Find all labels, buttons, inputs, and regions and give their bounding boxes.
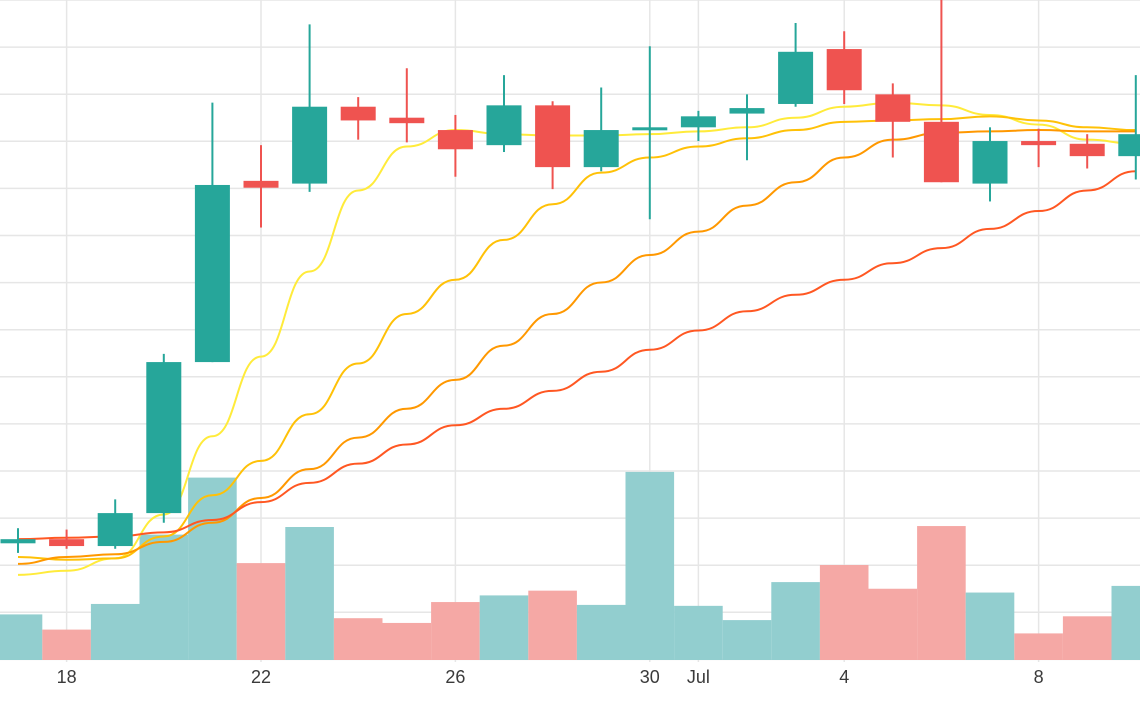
volume-bar — [576, 604, 626, 660]
candle-body — [1069, 143, 1105, 157]
volume-bar — [431, 602, 480, 660]
volume-bar — [674, 605, 723, 660]
volume-bar — [771, 582, 820, 660]
candle — [632, 46, 668, 220]
candle — [535, 101, 571, 190]
x-tick-label: 18 — [57, 667, 77, 687]
candle-body — [486, 105, 522, 146]
candle — [680, 110, 716, 142]
volume-bar — [1111, 585, 1140, 660]
volume-bar — [90, 603, 140, 660]
volume-bar — [236, 563, 286, 660]
volume-bar — [0, 614, 43, 660]
volume-bar — [819, 565, 869, 660]
x-tick-label: 4 — [839, 667, 849, 687]
candle-body — [923, 121, 959, 183]
volume-bar — [1014, 633, 1063, 660]
candle-body — [1118, 134, 1140, 157]
candle — [778, 22, 814, 107]
volume-bar — [917, 526, 966, 660]
candle — [0, 528, 36, 553]
candle — [1021, 128, 1057, 168]
candle-body — [437, 130, 473, 150]
candle-body — [243, 180, 279, 188]
candle-body — [49, 539, 85, 547]
candle-body — [778, 51, 814, 104]
candle — [49, 529, 85, 549]
candle-body — [389, 117, 425, 124]
moving-average-line — [17, 170, 1136, 541]
x-tick-label: Jul — [687, 667, 710, 687]
candle-body — [826, 49, 862, 91]
candle — [194, 102, 230, 363]
volume-bar — [285, 527, 334, 660]
candle — [1118, 75, 1140, 180]
candle — [923, 0, 959, 183]
candle-body — [292, 106, 328, 184]
candle-body — [194, 184, 230, 363]
x-tick-label: 22 — [251, 667, 271, 687]
candle-body — [632, 127, 668, 131]
volume-bar — [1062, 616, 1112, 660]
candle — [729, 94, 765, 161]
candle — [292, 24, 328, 192]
candle — [243, 145, 279, 228]
volume-bar — [382, 622, 432, 660]
candle — [146, 353, 182, 523]
volume-bar — [42, 629, 91, 660]
moving-average-line — [17, 129, 1136, 565]
candle-body — [875, 94, 911, 122]
candle-body — [535, 105, 571, 168]
candle — [875, 83, 911, 158]
volume-bar — [479, 595, 529, 660]
volume-bar — [868, 588, 918, 660]
candle — [583, 87, 619, 172]
moving-average-lines — [17, 101, 1136, 576]
volume-bar — [528, 590, 577, 660]
x-tick-label: 26 — [445, 667, 465, 687]
candle — [826, 31, 862, 104]
volume-bar — [722, 620, 772, 660]
candle — [1069, 134, 1105, 169]
candle-body — [972, 141, 1008, 184]
candle-body — [340, 106, 376, 121]
volume-bar — [965, 592, 1015, 660]
candle — [340, 97, 376, 140]
candlesticks — [0, 0, 1140, 553]
moving-average-line — [17, 115, 1136, 561]
candle — [486, 75, 522, 153]
candle — [389, 68, 425, 143]
volume-bars — [0, 471, 1140, 660]
candle-body — [729, 108, 765, 114]
candle-body — [0, 539, 36, 544]
volume-bar — [333, 618, 383, 660]
moving-average-line — [17, 101, 1136, 576]
candle-body — [680, 116, 716, 128]
candle — [437, 114, 473, 177]
volume-bar — [188, 477, 237, 660]
x-tick-label: 30 — [640, 667, 660, 687]
candle — [97, 499, 133, 549]
candle-body — [97, 513, 133, 547]
candle — [972, 127, 1008, 202]
candle-body — [1021, 141, 1057, 146]
x-axis: 18 22 26 30 Jul 4 8 — [57, 667, 1044, 687]
volume-bar — [625, 471, 675, 660]
x-tick-label: 8 — [1034, 667, 1044, 687]
candle-body — [583, 130, 619, 168]
candle-body — [146, 362, 182, 514]
volume-bar — [139, 534, 189, 660]
